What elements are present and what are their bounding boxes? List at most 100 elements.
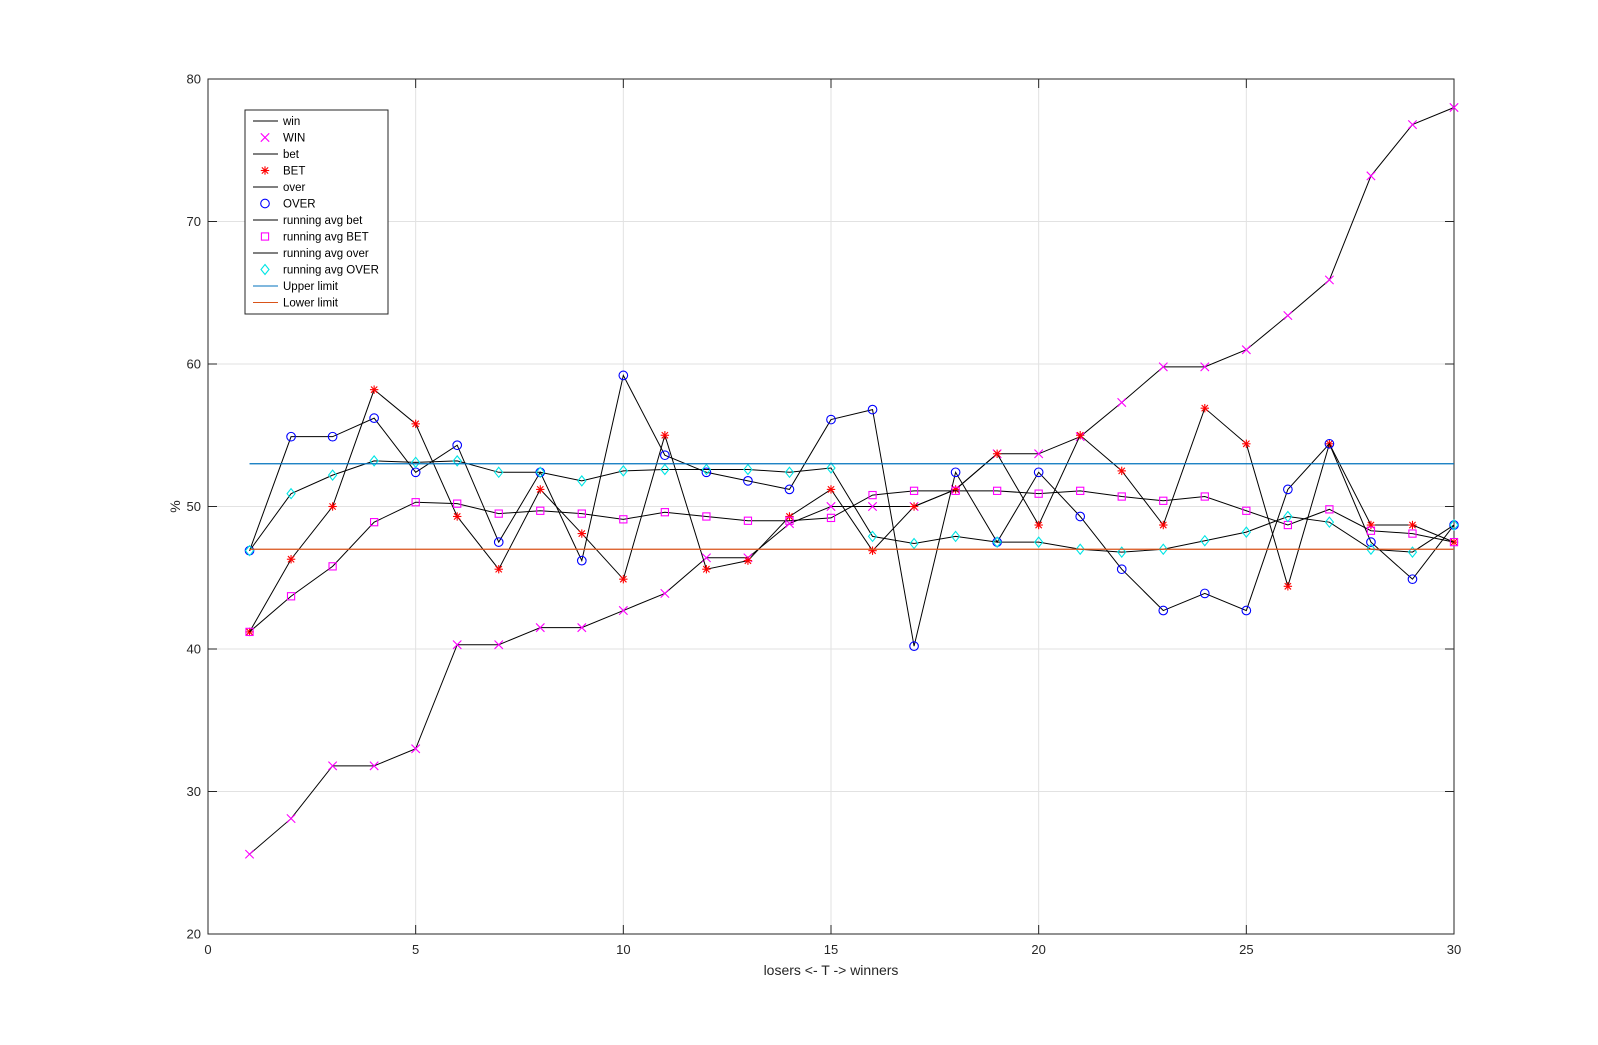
data-point-bet <box>743 556 753 565</box>
legend-marker-running-avg-bet <box>260 232 270 241</box>
series-line-running-avg-bet <box>249 490 1455 633</box>
data-point-over <box>1033 467 1044 478</box>
data-point-win <box>369 761 379 771</box>
y-tick-label: 50 <box>187 499 201 514</box>
y-tick-label: 80 <box>187 72 201 87</box>
series-markers-bet <box>245 385 1459 637</box>
data-point-over <box>1158 605 1169 616</box>
legend-label-win: win <box>282 116 300 128</box>
data-point-running-avg-over <box>909 537 919 550</box>
data-point-bet <box>702 565 711 574</box>
data-point-over <box>1199 588 1210 599</box>
data-point-running-avg-bet <box>245 627 254 637</box>
data-point-running-avg-bet <box>1117 492 1126 501</box>
legend-label-running-avg-bet: running avg bet <box>283 215 363 227</box>
data-point-win <box>411 744 421 754</box>
data-point-win <box>867 501 878 512</box>
data-point-running-avg-over <box>1241 526 1252 539</box>
legend-marker-bet <box>260 166 270 175</box>
data-point-over <box>1407 574 1418 585</box>
data-point-bet <box>619 574 628 584</box>
data-point-bet <box>536 485 545 494</box>
legend-label-running-avg-bet: running avg BET <box>283 232 369 244</box>
data-point-over <box>1241 605 1252 616</box>
data-point-running-avg-bet <box>577 509 586 518</box>
data-point-running-avg-over <box>660 463 670 476</box>
data-point-bet <box>411 419 420 429</box>
data-point-bet <box>453 512 462 521</box>
data-point-bet <box>785 512 794 521</box>
data-point-over <box>576 555 587 566</box>
data-point-bet <box>1200 403 1209 413</box>
data-point-running-avg-bet <box>1366 526 1376 535</box>
legend-label-bet: bet <box>283 149 300 161</box>
data-point-running-avg-bet <box>743 516 753 525</box>
data-point-running-avg-over <box>826 462 836 474</box>
data-point-running-avg-over <box>618 464 629 477</box>
data-point-over <box>950 467 961 478</box>
data-point-over <box>1075 511 1086 522</box>
data-point-win <box>1158 362 1168 372</box>
data-point-win <box>1117 397 1127 408</box>
y-tick-label: 60 <box>187 357 201 372</box>
data-point-running-avg-over <box>1158 543 1168 556</box>
data-point-over <box>618 370 629 381</box>
data-point-running-avg-bet <box>1408 529 1417 538</box>
data-point-running-avg-over <box>1283 510 1293 523</box>
data-point-running-avg-bet <box>702 512 711 521</box>
data-point-running-avg-over <box>701 463 712 476</box>
x-axis-title: losers <- T -> winners <box>764 962 899 978</box>
data-point-running-avg-bet <box>494 509 503 518</box>
data-point-over <box>286 431 296 442</box>
data-point-running-avg-over <box>369 455 379 467</box>
data-point-win <box>660 588 670 599</box>
data-point-bet <box>577 529 586 538</box>
data-point-over <box>369 413 379 424</box>
data-point-over <box>701 467 712 478</box>
data-point-bet <box>1076 431 1085 440</box>
x-tick-label: 10 <box>616 942 630 957</box>
data-point-bet <box>328 502 337 511</box>
data-point-running-avg-over <box>327 469 338 482</box>
data-point-running-avg-over <box>1324 516 1335 529</box>
data-point-over <box>660 450 670 461</box>
data-point-running-avg-over <box>1449 519 1459 531</box>
legend-label-running-avg-over: running avg OVER <box>283 265 379 277</box>
y-tick-label: 20 <box>187 927 201 942</box>
data-point-win <box>328 761 338 771</box>
data-point-running-avg-bet <box>868 490 877 500</box>
y-tick-label: 40 <box>187 642 201 657</box>
data-point-running-avg-bet <box>453 499 462 508</box>
data-point-over <box>452 440 463 451</box>
data-point-bet <box>1159 520 1168 530</box>
data-point-running-avg-bet <box>1325 505 1334 514</box>
legend-marker-win <box>260 132 270 143</box>
data-point-bet <box>992 449 1002 458</box>
data-point-running-avg-over <box>784 466 795 479</box>
data-point-over <box>784 484 795 495</box>
legend-marker-over <box>260 198 270 209</box>
data-point-win <box>1407 120 1418 130</box>
y-axis-title: % <box>167 500 183 512</box>
data-point-running-avg-bet <box>1200 492 1209 501</box>
data-point-running-avg-bet <box>785 516 794 525</box>
data-point-over <box>1324 438 1335 449</box>
data-point-win <box>535 623 545 633</box>
data-point-running-avg-over <box>1075 543 1085 556</box>
data-point-bet <box>494 565 503 574</box>
data-point-running-avg-bet <box>1242 506 1251 515</box>
data-point-over <box>743 476 753 486</box>
y-tick-label: 70 <box>187 214 201 229</box>
legend-label-bet: BET <box>283 166 305 178</box>
data-point-running-avg-over <box>1117 546 1127 558</box>
series-line-bet <box>249 388 1455 633</box>
data-point-win <box>244 849 255 859</box>
data-point-bet <box>868 546 877 555</box>
data-point-running-avg-bet <box>1159 496 1168 505</box>
data-point-running-avg-over <box>1200 534 1210 547</box>
data-point-win <box>452 640 462 650</box>
x-tick-label: 30 <box>1447 942 1461 957</box>
data-point-running-avg-over <box>950 530 961 543</box>
data-point-bet <box>1408 520 1417 530</box>
data-point-running-avg-over <box>577 474 587 487</box>
